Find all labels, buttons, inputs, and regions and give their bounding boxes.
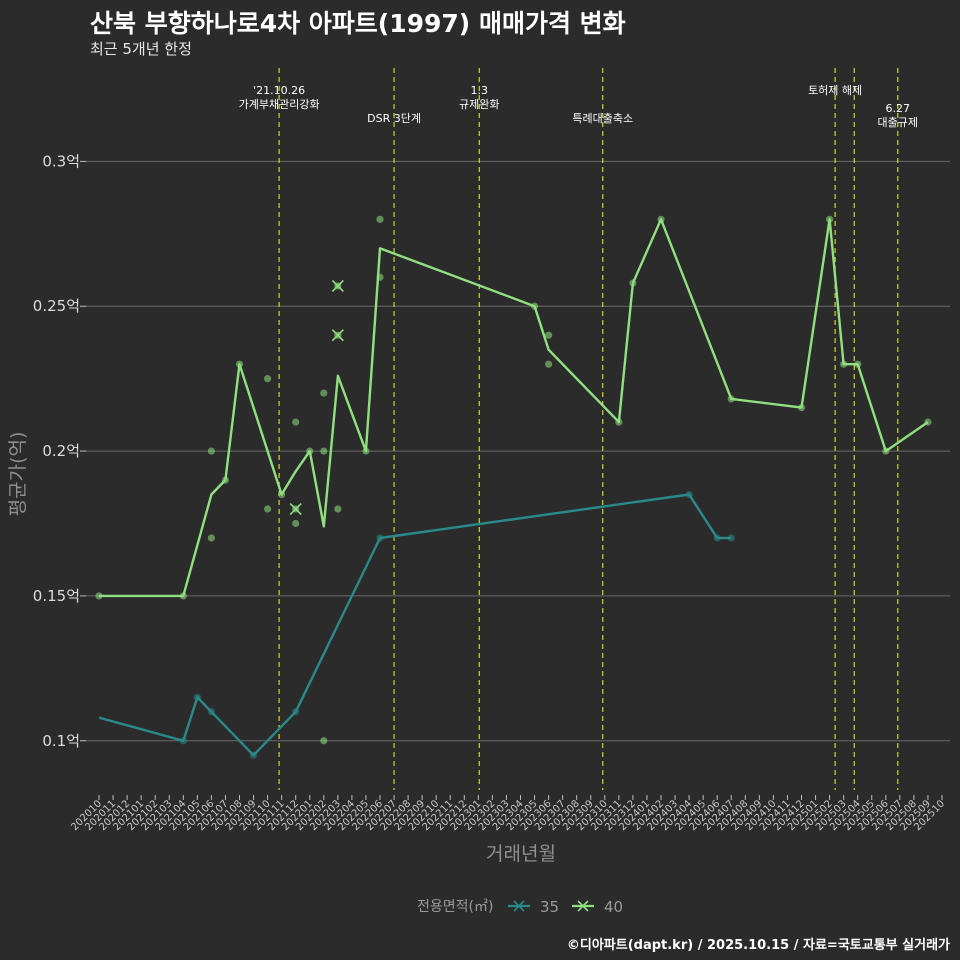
data-point-40 [278, 490, 286, 499]
y-tick-labels: 0.1억 0.15억 0.2억 0.25억 0.3억 [33, 152, 80, 749]
data-point-40 [924, 418, 932, 426]
data-point-40 [615, 418, 623, 426]
data-point-35 [727, 534, 735, 542]
data-point-40 [797, 404, 806, 412]
chart-title: 산북 부향하나로4차 아파트(1997) 매매가격 변화 [90, 9, 626, 38]
data-point-40 [826, 215, 834, 223]
data-point-35 [207, 708, 215, 716]
event-label: 가계부채관리강화 [239, 98, 320, 111]
data-point-40 [882, 447, 890, 455]
y-tick-label: 0.15억 [33, 587, 80, 605]
data-point-40 [840, 360, 848, 368]
cross-point-40 [331, 279, 344, 293]
event-label: 특례대출축소 [572, 112, 633, 125]
data-point-40 [545, 360, 553, 368]
event-label: DSR 3단계 [367, 112, 421, 125]
event-label: 6.27 [886, 102, 911, 115]
data-point-35 [292, 708, 300, 716]
event-label: '21.10.26 [253, 84, 305, 97]
chart-subtitle: 최근 5개년 한정 [90, 40, 192, 58]
data-point-40 [376, 215, 384, 223]
data-point-40 [320, 447, 328, 455]
data-point-40 [629, 279, 637, 287]
data-point-40 [292, 418, 300, 426]
data-point-40 [207, 534, 215, 542]
y-axis-title: 평균가(억) [7, 432, 29, 517]
source-caption: ©디아파트(dapt.kr) / 2025.10.15 / 자료=국토교통부 실… [566, 938, 950, 953]
cross-point-40 [289, 502, 302, 516]
data-point-40 [362, 447, 370, 455]
x-tick-labels: 2020102020112020122021012021022021032021… [69, 795, 947, 833]
data-point-35 [193, 693, 201, 701]
data-point-40 [306, 447, 314, 455]
data-point-40 [854, 360, 862, 368]
event-label: 대출규제 [878, 116, 918, 129]
data-point-40 [264, 375, 272, 383]
event-lines [278, 68, 899, 790]
y-tick-label: 0.3억 [42, 152, 80, 170]
data-point-35 [179, 737, 187, 745]
series-line-40 [99, 218, 929, 598]
legend-title: 전용면적(㎡) [417, 899, 493, 915]
data-point-40 [320, 389, 328, 397]
data-point-40 [727, 395, 735, 403]
data-point-40 [530, 302, 539, 310]
cross-point-stroke [331, 279, 344, 293]
event-label: 규제완화 [459, 98, 499, 111]
data-point-40 [207, 447, 215, 455]
cross-point-stroke [289, 502, 302, 516]
legend-label-35: 35 [540, 898, 559, 916]
data-point-35 [249, 751, 258, 759]
data-point-40 [235, 360, 244, 368]
series-line-35 [98, 493, 732, 757]
x-axis-title: 거래년월 [486, 843, 556, 865]
legend: 전용면적(㎡) 35 40 [417, 898, 623, 916]
legend-label-40: 40 [604, 898, 623, 916]
data-point-40 [221, 476, 230, 484]
event-label: 1.3 [471, 84, 489, 97]
data-point-40 [657, 215, 665, 223]
data-point-40 [264, 505, 272, 513]
data-point-40 [334, 505, 342, 513]
series-layer [95, 215, 932, 759]
data-point-40 [95, 592, 103, 600]
data-point-40 [292, 519, 300, 528]
legend-key-cross [513, 900, 525, 912]
data-point-40 [376, 273, 384, 281]
data-point-35 [685, 490, 693, 499]
data-point-35 [713, 534, 721, 542]
data-point-40 [179, 592, 187, 600]
data-point-40 [545, 331, 553, 339]
y-tick-label: 0.1억 [42, 732, 80, 750]
event-label: 토허제 해제 [808, 83, 862, 97]
y-tick-label: 0.25억 [33, 297, 80, 315]
data-point-40 [320, 737, 328, 745]
data-point-35 [376, 534, 384, 542]
legend-key-cross [577, 900, 589, 912]
cross-point-stroke [331, 329, 344, 342]
y-tick-label: 0.2억 [42, 442, 80, 460]
cross-point-40 [331, 329, 344, 342]
